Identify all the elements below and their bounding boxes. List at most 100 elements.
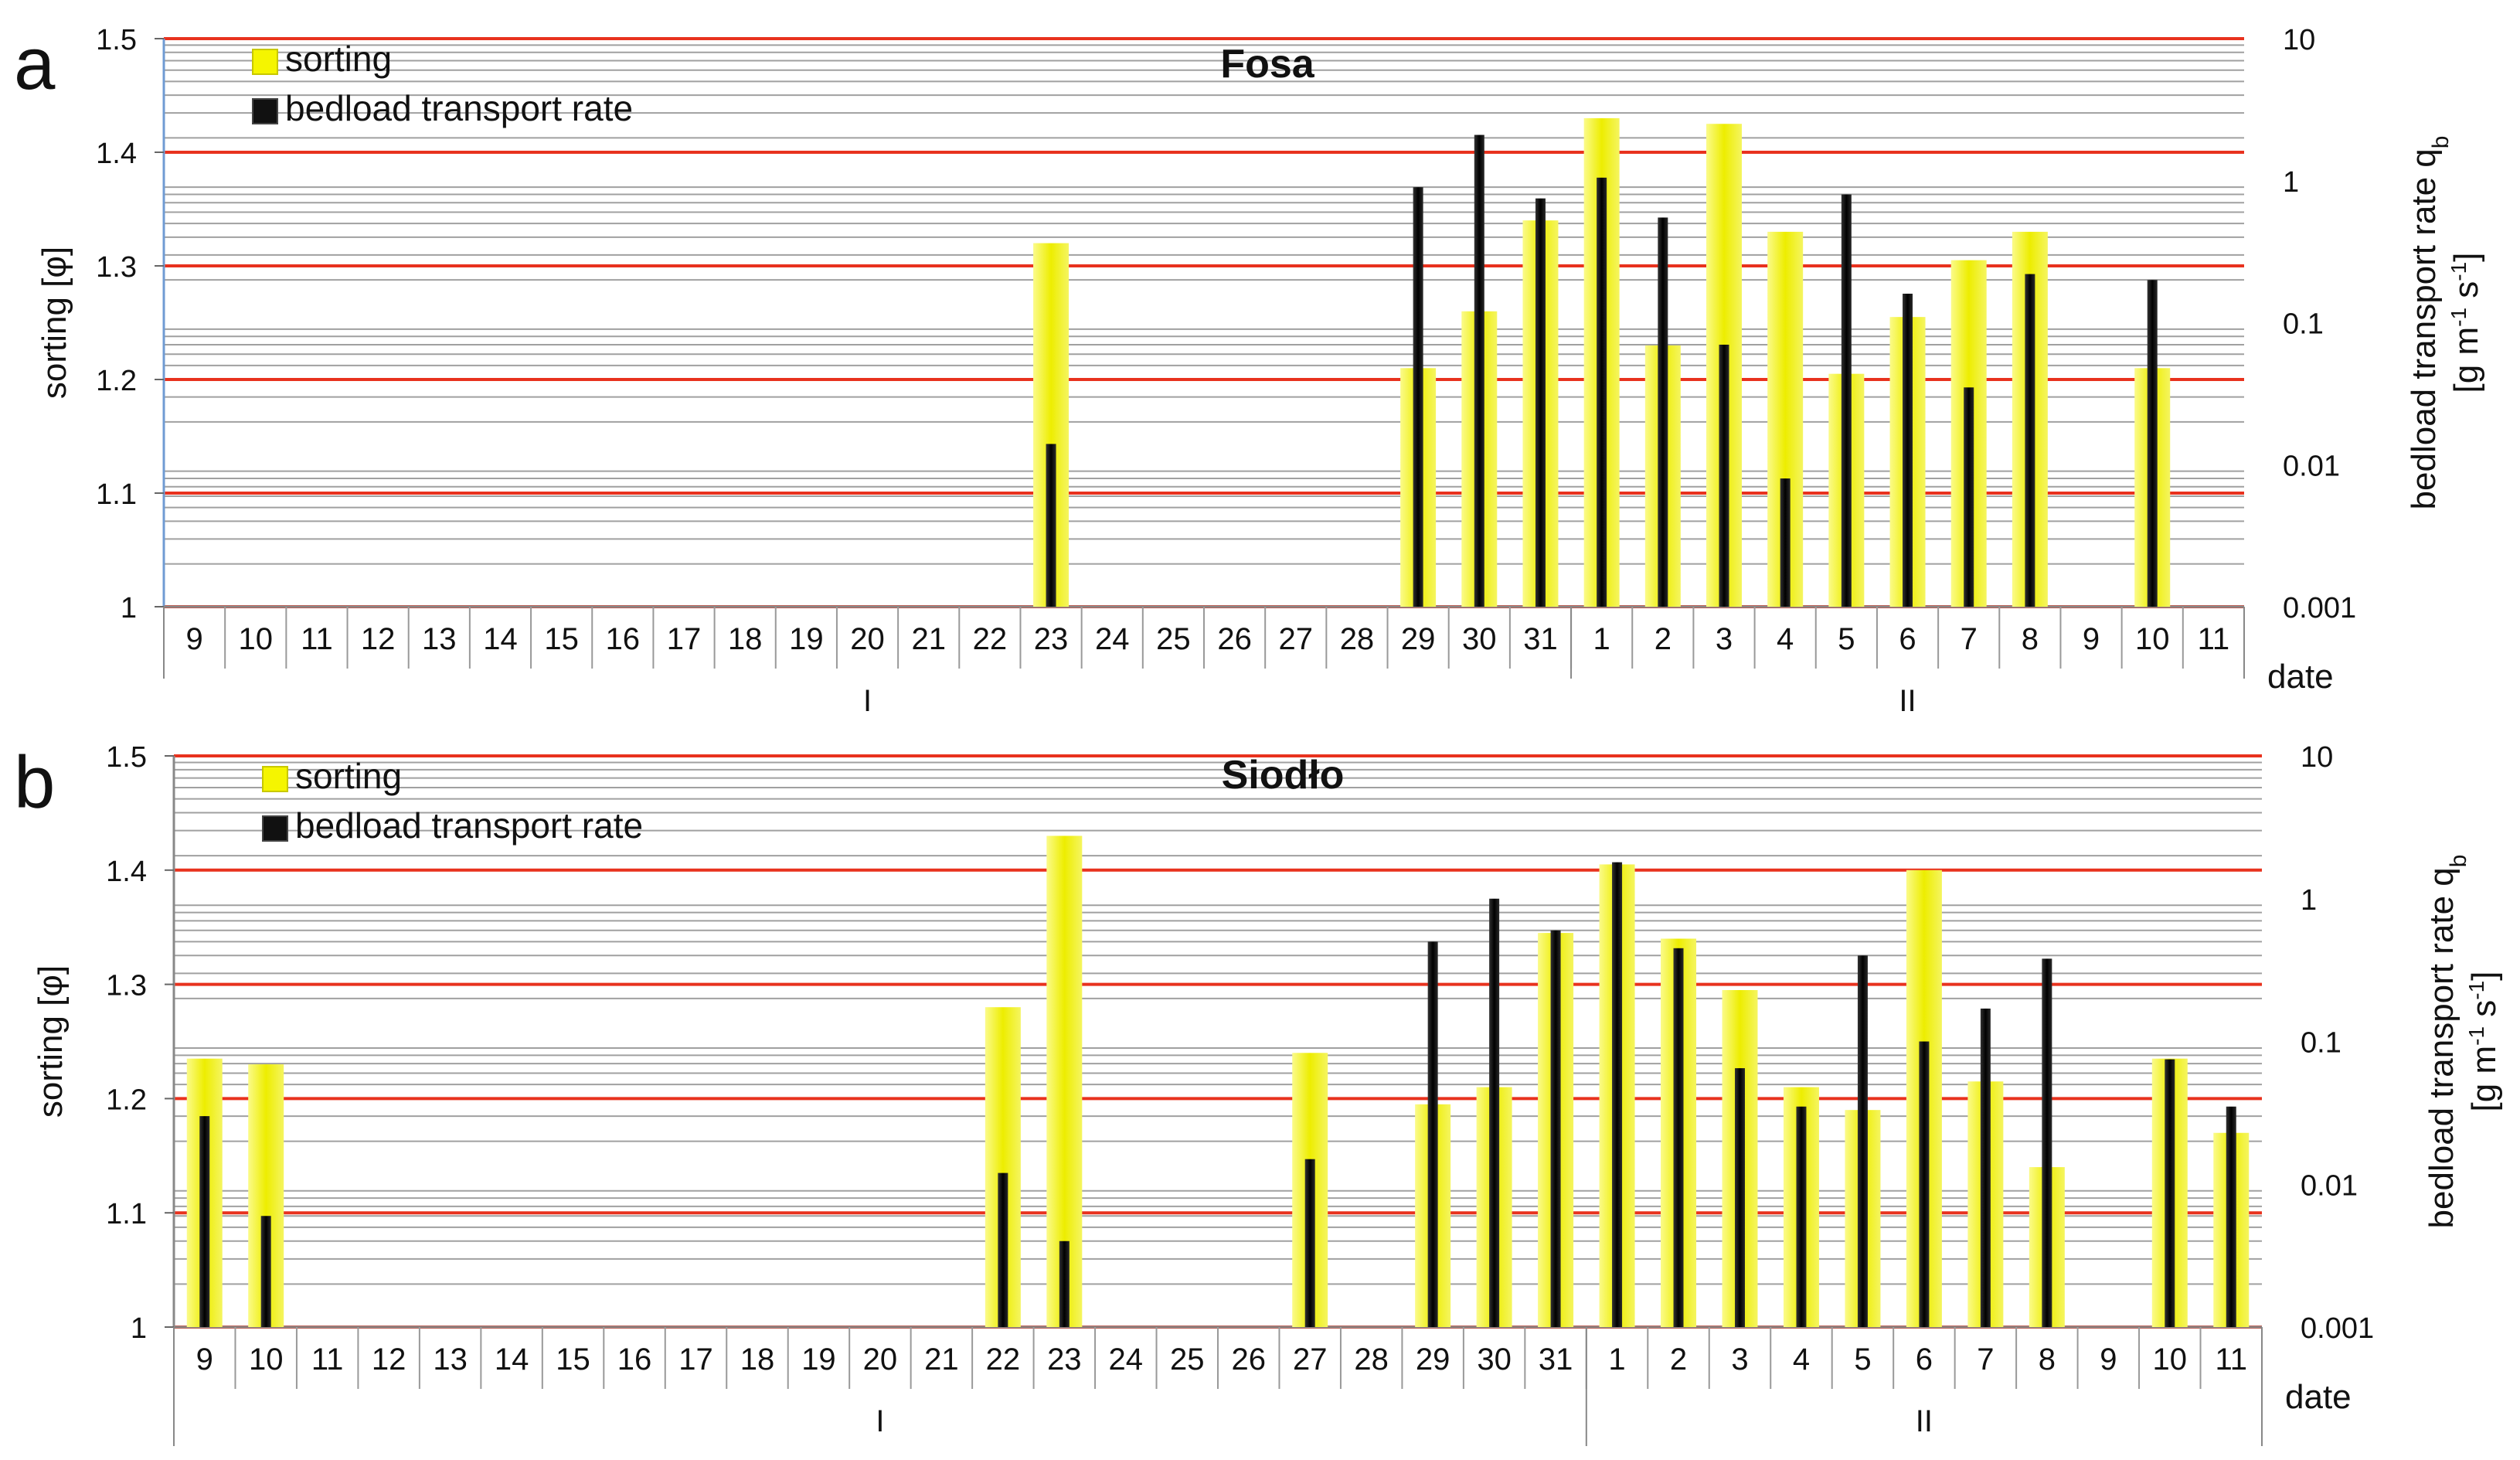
category-label: 29 bbox=[1401, 622, 1436, 656]
category-label: 12 bbox=[361, 622, 396, 656]
bedload-bar bbox=[1857, 955, 1868, 1327]
bedload-bar bbox=[1673, 948, 1684, 1327]
category-label: 24 bbox=[1095, 622, 1130, 656]
bedload-bar bbox=[1304, 1159, 1315, 1327]
legend-swatch-bedload bbox=[262, 815, 288, 842]
category-label: 14 bbox=[495, 1343, 529, 1377]
panel-letter: a bbox=[14, 22, 56, 105]
category-label: 1 bbox=[1608, 1343, 1625, 1377]
chart-panel-a: 1 1.1 1.2 1.3 1.4 1.5 0.001 0.01 0.1 1 10 sorting [… bbox=[14, 22, 2485, 718]
category-label: 6 bbox=[1916, 1343, 1933, 1377]
bedload-bar bbox=[199, 1116, 210, 1327]
left-tick-label: 1.1 bbox=[96, 478, 137, 511]
category-label: 4 bbox=[1777, 622, 1794, 656]
right-tick-label: 10 bbox=[2301, 741, 2333, 774]
category-label: 10 bbox=[249, 1343, 284, 1377]
bedload-bar bbox=[1841, 194, 1852, 607]
legend-label-bedload: bedload transport rate bbox=[285, 88, 633, 128]
category-label: 20 bbox=[863, 1343, 898, 1377]
left-axis-title: sorting [φ] bbox=[32, 965, 70, 1118]
x-axis-title: date bbox=[2267, 658, 2334, 696]
x-axis-title: date bbox=[2285, 1378, 2352, 1416]
left-tick-label: 1.2 bbox=[96, 365, 137, 397]
legend-label-sorting: sorting bbox=[285, 39, 392, 79]
legend-swatch-sorting bbox=[252, 49, 278, 75]
bedload-bar bbox=[1919, 1041, 1930, 1327]
category-label: 2 bbox=[1654, 622, 1671, 656]
right-tick-label: 0.01 bbox=[2283, 450, 2340, 482]
category-label: 29 bbox=[1416, 1343, 1450, 1377]
left-tick-label: 1.5 bbox=[96, 24, 137, 56]
month-group-label: I bbox=[876, 1404, 884, 1438]
category-label: 3 bbox=[1731, 1343, 1748, 1377]
bedload-bar bbox=[1413, 187, 1423, 607]
category-label: 9 bbox=[2083, 622, 2100, 656]
category-label: 8 bbox=[2022, 622, 2039, 656]
category-label: 21 bbox=[911, 622, 946, 656]
category-label: 30 bbox=[1477, 1343, 1512, 1377]
legend-swatch-bedload bbox=[252, 98, 278, 124]
chart-panel-b: 1 1.1 1.2 1.3 1.4 1.5 0.001 0.01 0.1 1 10 sorting [… bbox=[14, 741, 2503, 1446]
month-group-label: II bbox=[1916, 1404, 1933, 1438]
category-label: 11 bbox=[2215, 1343, 2247, 1377]
left-axis-title: sorting [φ] bbox=[36, 247, 73, 399]
category-label: 30 bbox=[1462, 622, 1497, 656]
category-label: 11 bbox=[301, 622, 333, 656]
bedload-bar bbox=[2147, 280, 2158, 607]
bedload-bar bbox=[1550, 930, 1561, 1327]
legend-swatch-sorting bbox=[262, 766, 288, 792]
left-tick-label: 1.2 bbox=[106, 1084, 147, 1116]
category-label: 18 bbox=[740, 1343, 775, 1377]
right-axis-units: [g m-1 s-1] bbox=[2447, 253, 2486, 393]
category-label: 7 bbox=[1977, 1343, 1994, 1377]
category-label: 23 bbox=[1047, 1343, 1082, 1377]
bedload-bar bbox=[1535, 198, 1546, 607]
right-tick-label: 0.001 bbox=[2283, 592, 2356, 624]
category-label: 13 bbox=[422, 622, 457, 656]
legend-label-bedload: bedload transport rate bbox=[295, 805, 643, 846]
right-tick-label: 1 bbox=[2301, 884, 2317, 917]
left-tick-label: 1.4 bbox=[96, 138, 137, 170]
category-label: 9 bbox=[2100, 1343, 2117, 1377]
left-tick-label: 1 bbox=[121, 592, 137, 624]
category-label: 31 bbox=[1523, 622, 1558, 656]
category-label: 16 bbox=[606, 622, 641, 656]
left-tick-label: 1.3 bbox=[96, 251, 137, 284]
bedload-bar bbox=[1719, 344, 1729, 607]
left-tick-label: 1.4 bbox=[106, 856, 147, 888]
month-group-label: I bbox=[863, 684, 872, 718]
category-label: 10 bbox=[2135, 622, 2170, 656]
category-label: 19 bbox=[801, 1343, 836, 1377]
category-label: 22 bbox=[986, 1343, 1021, 1377]
left-tick-label: 1.5 bbox=[106, 741, 147, 774]
right-tick-label: 1 bbox=[2283, 166, 2299, 199]
category-label: 17 bbox=[678, 1343, 713, 1377]
category-label: 14 bbox=[483, 622, 518, 656]
category-label: 26 bbox=[1217, 622, 1252, 656]
category-label: 27 bbox=[1293, 1343, 1328, 1377]
category-label: 19 bbox=[789, 622, 824, 656]
panel-letter: b bbox=[14, 741, 55, 824]
category-label: 10 bbox=[2153, 1343, 2188, 1377]
bedload-bar bbox=[260, 1216, 271, 1327]
category-label: 9 bbox=[196, 1343, 213, 1377]
category-label: 4 bbox=[1793, 1343, 1810, 1377]
left-tick-label: 1.1 bbox=[106, 1198, 147, 1230]
category-label: 1 bbox=[1593, 622, 1610, 656]
right-tick-label: 10 bbox=[2283, 24, 2315, 56]
category-label: 22 bbox=[973, 622, 1008, 656]
category-label: 9 bbox=[185, 622, 202, 656]
category-label: 23 bbox=[1034, 622, 1069, 656]
category-label: 8 bbox=[2039, 1343, 2056, 1377]
bedload-bar bbox=[1980, 1008, 1991, 1327]
bedload-bar bbox=[1427, 941, 1438, 1327]
category-label: 24 bbox=[1109, 1343, 1144, 1377]
left-tick-label: 1.3 bbox=[106, 970, 147, 1002]
category-label: 10 bbox=[239, 622, 274, 656]
category-label: 27 bbox=[1279, 622, 1314, 656]
bedload-bar bbox=[1059, 1240, 1070, 1327]
right-tick-label: 0.1 bbox=[2283, 308, 2324, 341]
category-label: 5 bbox=[1854, 1343, 1871, 1377]
bedload-bar bbox=[998, 1172, 1008, 1327]
